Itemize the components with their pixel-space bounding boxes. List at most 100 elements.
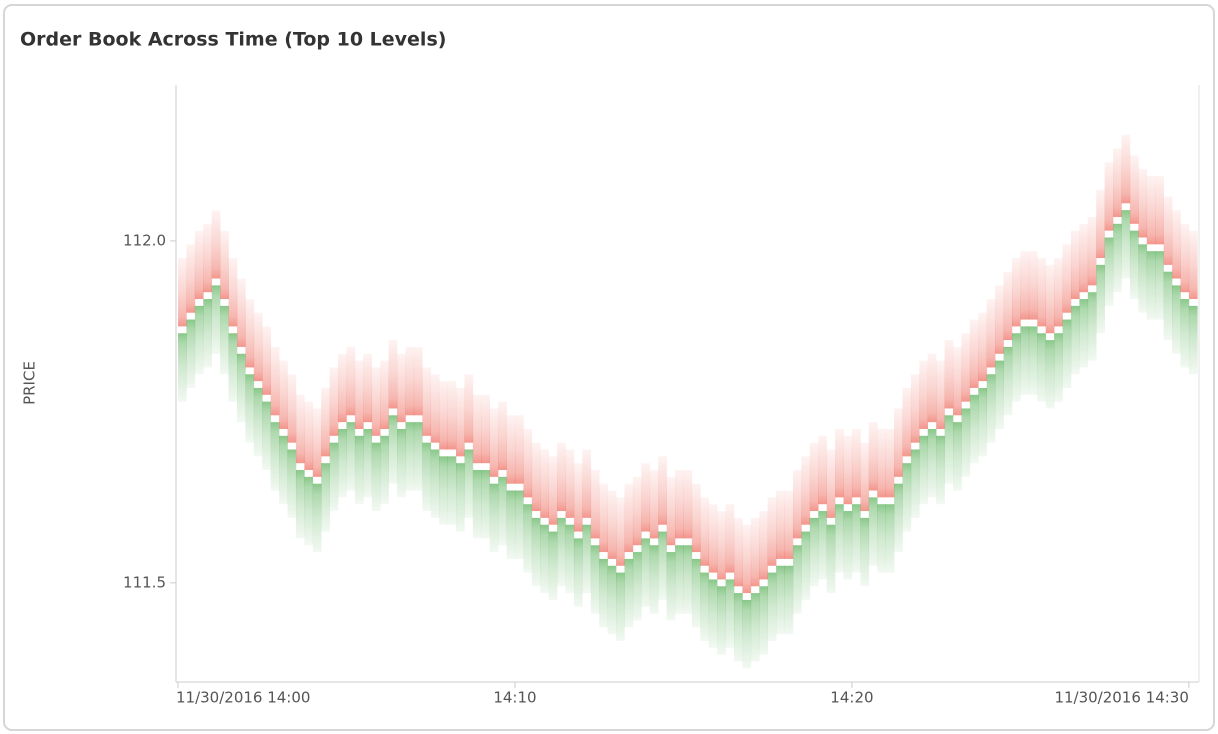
bid-depth — [691, 558, 701, 628]
x-tick-label: 14:20 — [830, 689, 873, 707]
ask-depth — [919, 360, 929, 429]
ask-depth — [472, 394, 482, 464]
ask-depth — [1087, 216, 1097, 286]
ask-depth — [1028, 251, 1038, 320]
bid-depth — [1172, 285, 1181, 354]
bid-depth — [700, 572, 710, 641]
ask-depth — [295, 394, 305, 464]
bid-depth — [531, 517, 541, 587]
ask-depth — [514, 415, 524, 484]
bid-depth — [304, 476, 314, 546]
ask-depth — [1062, 244, 1072, 313]
bid-depth — [742, 599, 752, 669]
bid-depth — [346, 422, 356, 491]
bid-depth — [936, 435, 945, 505]
bid-depth — [894, 483, 903, 553]
bid-depth — [851, 504, 861, 573]
bid-depth — [1188, 305, 1198, 375]
bid-depth — [624, 558, 634, 628]
bid-depth — [388, 415, 398, 484]
bid-depth — [287, 449, 297, 518]
ask-depth — [489, 408, 499, 477]
ask-depth — [1121, 134, 1131, 204]
ask-depth — [1146, 175, 1156, 245]
ask-depth — [371, 367, 381, 436]
ask-depth — [658, 456, 667, 525]
bid-depth — [422, 442, 432, 512]
ask-depth — [354, 360, 364, 429]
ask-depth — [203, 223, 212, 293]
ask-depth — [1054, 258, 1063, 327]
bid-depth — [1028, 326, 1038, 395]
bid-depth — [1155, 251, 1164, 320]
bid-depth — [750, 593, 760, 662]
ask-depth — [565, 449, 575, 518]
ask-depth — [523, 428, 533, 498]
ask-depth — [447, 381, 457, 450]
ask-depth — [430, 374, 440, 443]
bid-depth — [354, 435, 364, 505]
bid-depth — [1138, 244, 1148, 313]
ask-depth — [986, 299, 996, 368]
ask-depth — [843, 435, 853, 505]
ask-depth — [691, 483, 701, 553]
bid-depth — [910, 449, 920, 518]
bid-depth — [616, 572, 625, 641]
bid-depth — [902, 463, 912, 532]
y-tick-label: 111.5 — [123, 573, 166, 591]
bid-depth — [1113, 223, 1122, 293]
ask-depth — [455, 387, 465, 457]
bid-depth — [464, 449, 474, 518]
bid-depth — [801, 531, 811, 600]
bid-depth — [186, 319, 196, 388]
bid-depth — [1045, 340, 1055, 409]
bid-depth — [1129, 230, 1139, 300]
bid-depth — [1011, 333, 1021, 402]
ask-depth — [1011, 258, 1021, 327]
bid-depth — [978, 387, 988, 457]
bid-depth — [481, 470, 490, 539]
ask-depth — [464, 374, 474, 443]
ask-depth — [759, 511, 768, 580]
ask-depth — [607, 490, 617, 559]
bid-depth — [835, 504, 844, 573]
ask-depth — [498, 401, 507, 471]
bid-depth — [514, 490, 524, 559]
bid-depth — [321, 463, 330, 532]
bid-depth — [413, 422, 423, 491]
ask-depth — [725, 504, 735, 573]
ask-depth — [186, 244, 196, 313]
ask-depth — [599, 483, 608, 553]
bid-depth — [279, 435, 288, 505]
ask-depth — [835, 428, 844, 498]
x-tick-label: 14:10 — [493, 689, 536, 707]
ask-depth — [220, 230, 229, 300]
ask-depth — [708, 504, 718, 573]
bid-depth — [1087, 292, 1097, 361]
ask-depth — [481, 394, 490, 464]
bid-depth — [548, 531, 558, 600]
ask-depth — [936, 360, 945, 429]
bid-depth — [784, 565, 794, 635]
ask-depth — [675, 470, 684, 539]
bid-depth — [953, 422, 962, 491]
ask-depth — [413, 346, 423, 416]
bid-depth — [405, 422, 415, 491]
bid-depth — [666, 552, 676, 621]
bid-depth — [675, 545, 684, 614]
ask-depth — [818, 435, 827, 505]
ask-depth — [860, 442, 870, 512]
bid-depth — [1180, 299, 1190, 368]
bid-depth — [220, 305, 229, 375]
ask-depth — [279, 360, 288, 429]
ask-depth — [312, 408, 322, 477]
bid-depth — [826, 524, 836, 594]
ask-depth — [801, 456, 811, 525]
ask-depth — [792, 470, 802, 539]
bid-depth — [312, 483, 322, 553]
ask-depth — [995, 285, 1004, 354]
ask-depth — [1163, 196, 1173, 265]
ask-depth — [894, 408, 903, 477]
ask-depth — [380, 360, 389, 429]
ask-depth — [953, 346, 962, 416]
